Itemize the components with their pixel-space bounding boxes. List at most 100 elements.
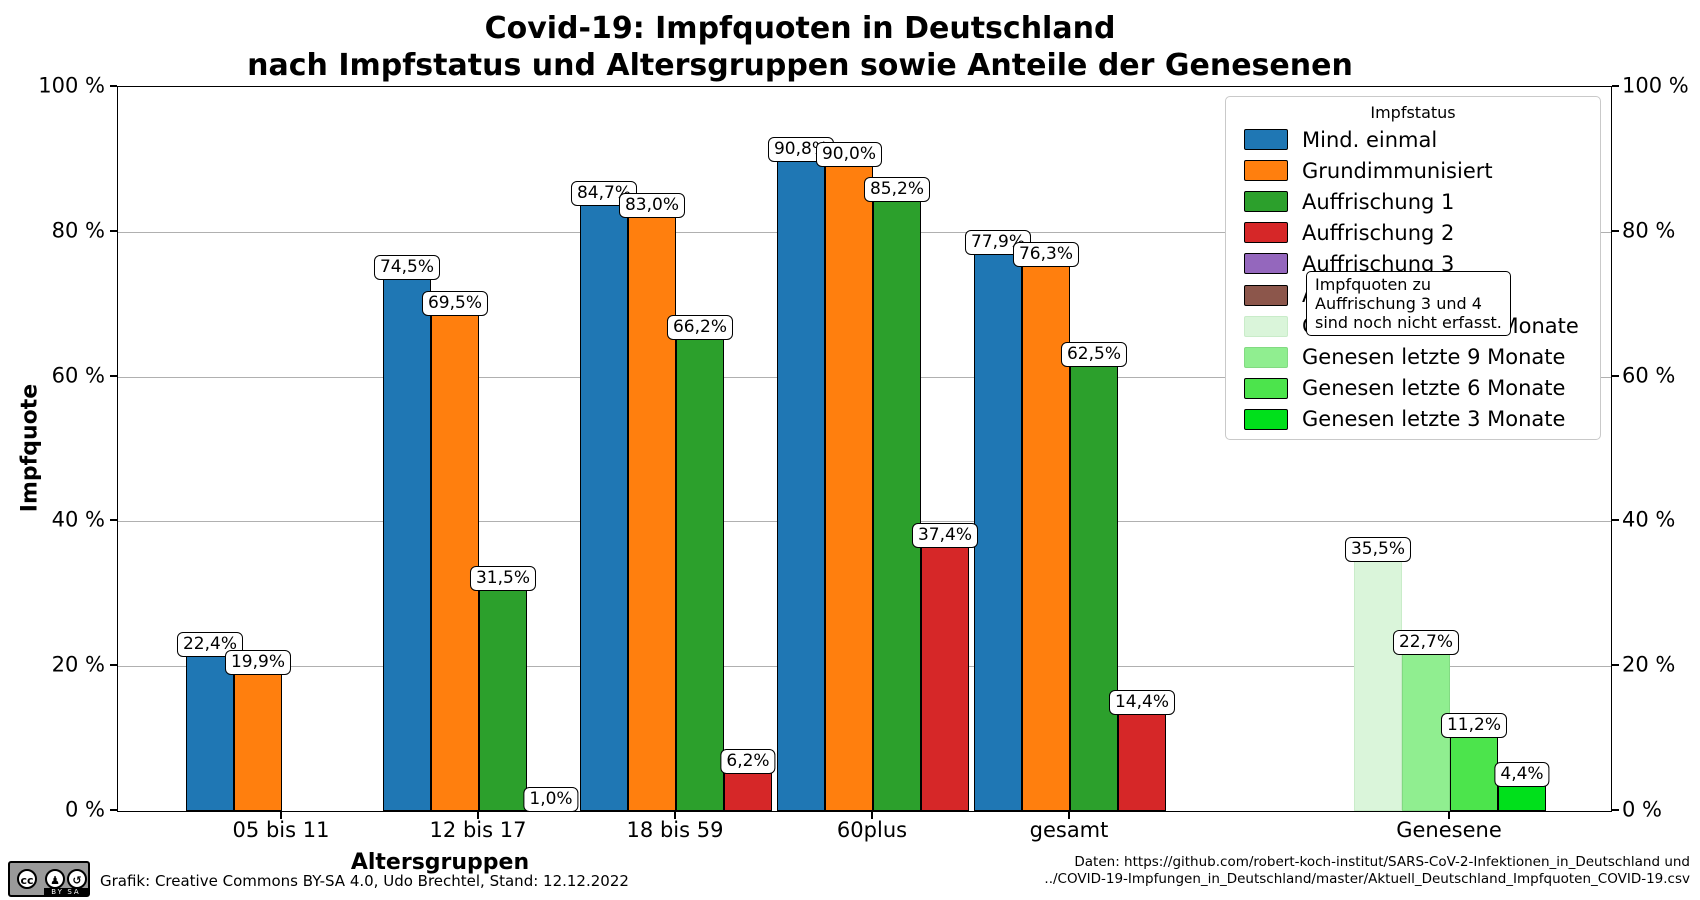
x-tick-label: 60plus xyxy=(836,818,908,842)
y-axis-label: Impfquote xyxy=(17,383,43,513)
y-tick-label: 40 % xyxy=(1622,507,1676,532)
bar xyxy=(921,540,969,811)
cc-by-sa-icons: ♟ ↺ BY SA xyxy=(44,863,88,896)
y-tick-mark xyxy=(110,809,117,811)
y-tick-mark xyxy=(1611,519,1619,522)
y-tick-mark xyxy=(110,374,117,377)
legend-swatch xyxy=(1244,253,1288,275)
data-source-line2: ../COVID-19-Impfungen_in_Deutschland/mas… xyxy=(1044,871,1690,887)
y-tick-label: 80 % xyxy=(1622,218,1676,243)
legend-swatch xyxy=(1244,222,1288,244)
y-tick-label: 0 % xyxy=(1622,797,1662,822)
legend-swatch xyxy=(1244,191,1288,213)
cc-by-sa-badge: cc ♟ ↺ BY SA xyxy=(8,861,90,897)
bar-value-label: 83,0% xyxy=(618,193,686,219)
bar-value-label: 19,9% xyxy=(224,649,292,675)
bar xyxy=(628,210,676,811)
chart-title-line2: nach Impfstatus und Altersgruppen sowie … xyxy=(247,48,1353,83)
bar xyxy=(383,271,431,811)
bar xyxy=(1450,729,1498,811)
legend-item: Genesen letzte 3 Monate xyxy=(1244,404,1600,434)
chart-title: Covid-19: Impfquoten in Deutschland nach… xyxy=(0,10,1600,84)
legend-swatch xyxy=(1244,408,1288,430)
x-tick-label: Genesene xyxy=(1396,818,1502,842)
legend-item-label: Mind. einmal xyxy=(1302,127,1438,152)
bar xyxy=(431,307,479,811)
y-tick-mark xyxy=(1611,229,1619,232)
y-tick-label: 100 % xyxy=(1622,73,1689,98)
legend-swatch xyxy=(1244,129,1288,151)
bar-value-label: 11,2% xyxy=(1440,712,1508,738)
x-tick-label: 12 bis 17 xyxy=(429,818,527,842)
y-tick-mark xyxy=(1611,809,1619,811)
legend-item-label: Genesen letzte 6 Monate xyxy=(1302,376,1566,401)
y-tick-label: 100 % xyxy=(38,73,105,98)
legend: Impfstatus Mind. einmal Grundimmunisiert A… xyxy=(1225,96,1601,440)
legend-title: Impfstatus xyxy=(1370,103,1456,122)
y-tick-label: 20 % xyxy=(1622,652,1676,677)
legend-swatch xyxy=(1244,284,1288,306)
bar-value-label: 66,2% xyxy=(666,314,734,340)
annotation-line: Auffrischung 3 und 4 xyxy=(1315,294,1482,313)
legend-swatch xyxy=(1244,346,1288,368)
y-tick-mark xyxy=(110,664,117,667)
data-source-line1: Daten: https://github.com/robert-koch-in… xyxy=(1074,854,1690,870)
bar xyxy=(1354,553,1402,811)
legend-item: Grundimmunisiert xyxy=(1244,156,1600,186)
y-tick-mark xyxy=(1611,85,1619,87)
bar-value-label: 4,4% xyxy=(1494,762,1550,788)
x-tick-mark xyxy=(280,811,282,819)
y-tick-label: 20 % xyxy=(51,652,105,677)
bar-value-label: 90,8% xyxy=(767,136,835,162)
x-tick-mark xyxy=(674,811,676,819)
annotation-line: sind noch nicht erfasst. xyxy=(1315,313,1502,332)
bar xyxy=(186,648,234,811)
x-tick-label: 18 bis 59 xyxy=(626,818,724,842)
bar-value-label: 37,4% xyxy=(911,523,979,549)
bar-value-label: 74,5% xyxy=(373,254,441,280)
y-tick-mark xyxy=(110,519,117,522)
x-tick-mark xyxy=(477,811,479,819)
y-tick-label: 60 % xyxy=(51,363,105,388)
legend-swatch xyxy=(1244,160,1288,182)
license-text: Grafik: Creative Commons BY-SA 4.0, Udo … xyxy=(100,872,629,890)
x-axis-label: Altersgruppen xyxy=(350,850,530,875)
x-tick-mark xyxy=(1068,811,1070,819)
legend-item: Genesen letzte 6 Monate xyxy=(1244,373,1600,403)
legend-item-label: Auffrischung 1 xyxy=(1302,189,1455,214)
bar-value-label: 22,7% xyxy=(1392,629,1460,655)
bar xyxy=(777,153,825,811)
bar-value-label: 62,5% xyxy=(1060,341,1128,367)
chart-title-line1: Covid-19: Impfquoten in Deutschland xyxy=(484,11,1116,46)
y-tick-label: 0 % xyxy=(65,797,105,822)
y-tick-label: 40 % xyxy=(51,507,105,532)
y-tick-label: 80 % xyxy=(51,218,105,243)
legend-item: Auffrischung 1 xyxy=(1244,187,1600,217)
cc-icon: cc xyxy=(10,863,44,895)
bar xyxy=(479,582,527,811)
bar xyxy=(1118,706,1166,811)
bar-value-label: 90,0% xyxy=(815,142,883,168)
bar-value-label: 76,3% xyxy=(1012,241,1080,267)
bar-value-label: 6,2% xyxy=(720,749,776,775)
bar-value-label: 85,2% xyxy=(863,177,931,203)
bar xyxy=(234,666,282,811)
cc-by-person-icon: ♟ xyxy=(45,869,65,889)
x-tick-mark xyxy=(1448,811,1450,819)
legend-item-label: Auffrischung 2 xyxy=(1302,220,1455,245)
bar xyxy=(825,159,873,811)
legend-swatch xyxy=(1244,377,1288,399)
legend-item-label: Genesen letzte 3 Monate xyxy=(1302,407,1566,432)
legend-item-label: Grundimmunisiert xyxy=(1302,158,1493,183)
bar xyxy=(1070,358,1118,811)
x-tick-label: 05 bis 11 xyxy=(232,818,330,842)
bar-value-label: 14,4% xyxy=(1108,689,1176,715)
bar xyxy=(580,197,628,811)
bar xyxy=(974,247,1022,811)
legend-item: Auffrischung 2 xyxy=(1244,218,1600,248)
bar-value-label: 35,5% xyxy=(1344,536,1412,562)
y-tick-mark xyxy=(110,85,117,87)
bar-value-label: 1,0% xyxy=(523,786,579,812)
annotation-box: Impfquoten zu Auffrischung 3 und 4 sind … xyxy=(1306,271,1511,336)
legend-item: Genesen letzte 9 Monate xyxy=(1244,342,1600,372)
